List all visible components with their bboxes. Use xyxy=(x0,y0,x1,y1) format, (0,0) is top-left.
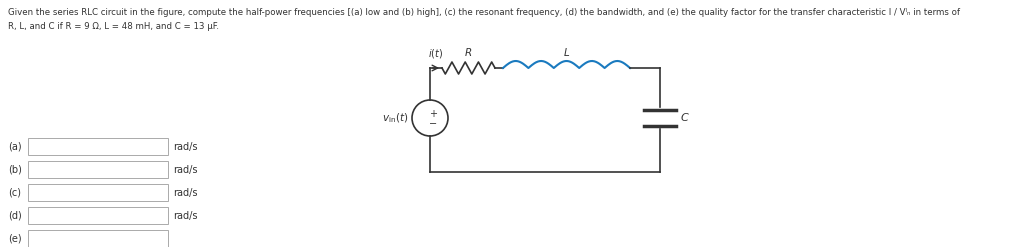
Text: −: − xyxy=(429,119,437,129)
Text: $v_{\mathrm{in}}(t)$: $v_{\mathrm{in}}(t)$ xyxy=(382,111,408,125)
Bar xyxy=(28,138,168,155)
Text: rad/s: rad/s xyxy=(173,187,198,198)
Text: +: + xyxy=(429,109,437,119)
Text: $i(t)$: $i(t)$ xyxy=(428,47,443,60)
Text: (e): (e) xyxy=(8,233,22,244)
Bar xyxy=(28,161,168,178)
Text: rad/s: rad/s xyxy=(173,142,198,151)
Text: L: L xyxy=(563,48,569,58)
Text: rad/s: rad/s xyxy=(173,165,198,174)
Text: R: R xyxy=(465,48,472,58)
Text: (d): (d) xyxy=(8,210,22,221)
Bar xyxy=(28,207,168,224)
Text: C: C xyxy=(681,113,689,123)
Text: R, L, and C if R = 9 Ω, L = 48 mH, and C = 13 μF.: R, L, and C if R = 9 Ω, L = 48 mH, and C… xyxy=(8,22,219,31)
Text: rad/s: rad/s xyxy=(173,210,198,221)
Text: Given the series RLC circuit in the figure, compute the half-power frequencies [: Given the series RLC circuit in the figu… xyxy=(8,8,961,17)
Bar xyxy=(28,230,168,247)
Text: (c): (c) xyxy=(8,187,22,198)
Text: (b): (b) xyxy=(8,165,22,174)
Bar xyxy=(28,184,168,201)
Text: (a): (a) xyxy=(8,142,22,151)
